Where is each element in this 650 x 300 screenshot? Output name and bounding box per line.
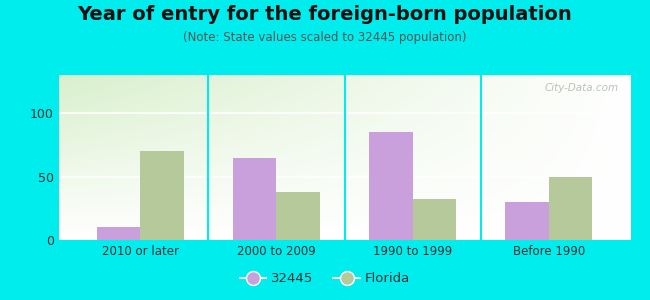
Bar	[140, 151, 184, 240]
Text: Year of entry for the foreign-born population: Year of entry for the foreign-born popul…	[77, 4, 573, 23]
Bar	[233, 158, 276, 240]
Bar	[549, 176, 592, 240]
Legend: 32445, Florida: 32445, Florida	[235, 267, 415, 290]
Bar	[505, 202, 549, 240]
Bar	[413, 200, 456, 240]
Text: City-Data.com: City-Data.com	[545, 83, 619, 93]
Bar	[276, 192, 320, 240]
Text: (Note: State values scaled to 32445 population): (Note: State values scaled to 32445 popu…	[183, 32, 467, 44]
Bar	[97, 227, 140, 240]
Bar	[369, 132, 413, 240]
